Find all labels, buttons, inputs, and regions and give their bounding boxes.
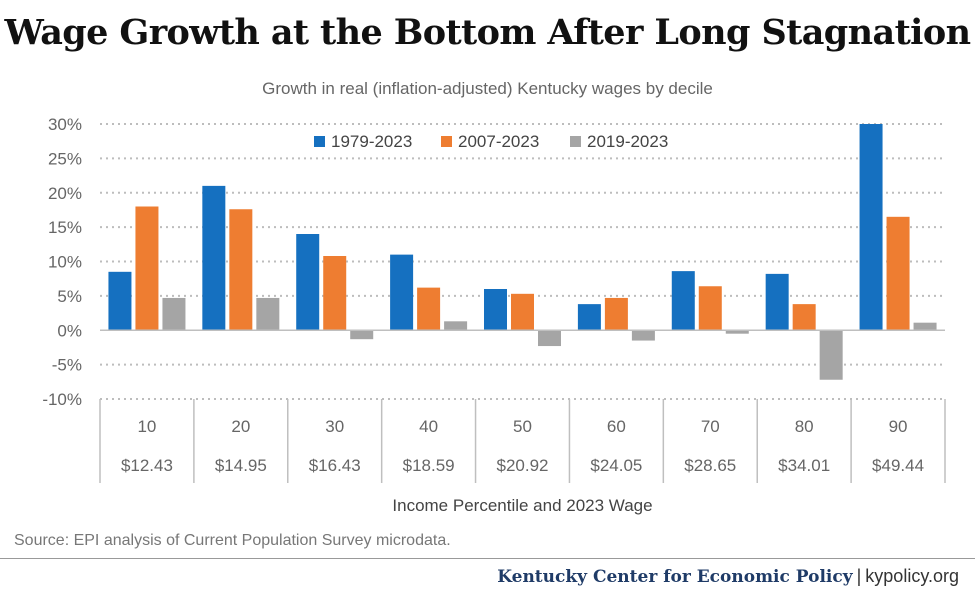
y-tick-label: 20%: [48, 184, 82, 203]
bar-2019-2023-10: [162, 297, 186, 331]
website-link[interactable]: kypolicy.org: [865, 566, 959, 586]
footer-separator: |: [856, 566, 862, 586]
bar-chart: 30% 25% 20% 15% 10% 5% 0% -5% -10% 10 $12.43 20 $14.…: [42, 115, 946, 515]
x-wage-label: $12.43: [121, 456, 173, 475]
bar-1979-2023-20: [202, 185, 226, 331]
legend-swatch: [441, 136, 452, 147]
bar-2019-2023-70: [725, 330, 749, 334]
bar-1979-2023-50: [484, 289, 507, 331]
y-tick-label: -10%: [42, 390, 82, 409]
x-wage-label: $49.44: [872, 456, 924, 475]
legend-swatch: [570, 136, 581, 147]
y-tick-label: 15%: [48, 218, 82, 237]
x-wage-label: $14.95: [215, 456, 267, 475]
chart-subtitle: Growth in real (inflation-adjusted) Kent…: [262, 79, 713, 98]
bar-2019-2023-40: [444, 321, 468, 331]
source-note: Source: EPI analysis of Current Populati…: [14, 532, 451, 549]
bar-1979-2023-40: [390, 254, 414, 331]
legend-label: 2007-2023: [458, 132, 539, 151]
bar-2019-2023-30: [350, 330, 374, 340]
x-tick-label: 90: [889, 417, 908, 436]
bar-1979-2023-60: [577, 304, 601, 331]
x-tick-label: 80: [795, 417, 814, 436]
legend-swatch: [314, 136, 325, 147]
bar-2007-2023-50: [511, 293, 534, 331]
bar-2019-2023-90: [913, 322, 937, 331]
x-tick-label: 60: [607, 417, 626, 436]
x-tick-label: 50: [513, 417, 532, 436]
footer-credit: Kentucky Center for Economic Policy | kypo…: [497, 566, 959, 587]
y-tick-label: 25%: [48, 149, 82, 168]
bar-2007-2023-60: [604, 297, 628, 331]
y-tick-label: 0%: [57, 321, 82, 340]
bar-2007-2023-80: [792, 304, 816, 331]
x-tick-label: 40: [419, 417, 438, 436]
x-wage-label: $24.05: [590, 456, 642, 475]
bar-1979-2023-80: [765, 273, 789, 331]
y-tick-label: 5%: [57, 287, 82, 306]
x-tick-label: 70: [701, 417, 720, 436]
bar-2007-2023-90: [886, 216, 910, 331]
bar-2019-2023-20: [256, 297, 280, 331]
x-wage-label: $20.92: [497, 456, 549, 475]
bar-1979-2023-30: [296, 234, 320, 331]
chart-title: Wage Growth at the Bottom After Long Sta…: [4, 12, 971, 53]
y-tick-label: 10%: [48, 253, 82, 272]
bar-2007-2023-30: [323, 256, 347, 331]
bar-2007-2023-20: [229, 209, 253, 331]
legend-label: 2019-2023: [587, 132, 668, 151]
bar-2007-2023-40: [417, 287, 441, 331]
y-tick-label: -5%: [52, 356, 82, 375]
bar-2019-2023-60: [631, 330, 655, 341]
x-tick-label: 10: [137, 417, 156, 436]
bar-2007-2023-70: [698, 286, 722, 331]
org-name: Kentucky Center for Economic Policy: [497, 567, 853, 587]
x-wage-label: $34.01: [778, 456, 830, 475]
legend-label: 1979-2023: [331, 132, 412, 151]
x-axis-label: Income Percentile and 2023 Wage: [392, 496, 652, 515]
x-wage-label: $28.65: [684, 456, 736, 475]
y-tick-label: 30%: [48, 115, 82, 134]
x-tick-label: 20: [231, 417, 250, 436]
bar-2007-2023-10: [135, 206, 159, 331]
x-wage-label: $18.59: [403, 456, 455, 475]
bar-2019-2023-50: [538, 330, 561, 347]
bar-2019-2023-80: [819, 330, 843, 380]
bar-1979-2023-10: [108, 271, 132, 331]
x-wage-label: $16.43: [309, 456, 361, 475]
x-tick-label: 30: [325, 417, 344, 436]
bar-1979-2023-90: [859, 124, 883, 331]
footer-divider: [0, 558, 975, 559]
bar-1979-2023-70: [671, 271, 695, 331]
